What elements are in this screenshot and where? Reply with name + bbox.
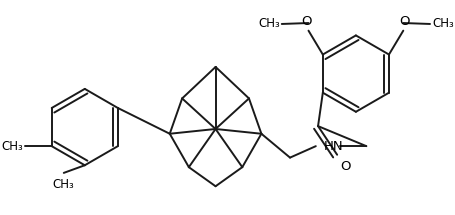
Text: O: O xyxy=(340,160,350,172)
Text: CH₃: CH₃ xyxy=(432,17,454,31)
Text: HN: HN xyxy=(324,140,343,153)
Text: CH₃: CH₃ xyxy=(52,178,74,191)
Text: O: O xyxy=(399,15,410,28)
Text: O: O xyxy=(301,15,312,28)
Text: CH₃: CH₃ xyxy=(1,140,23,153)
Text: CH₃: CH₃ xyxy=(258,17,280,31)
